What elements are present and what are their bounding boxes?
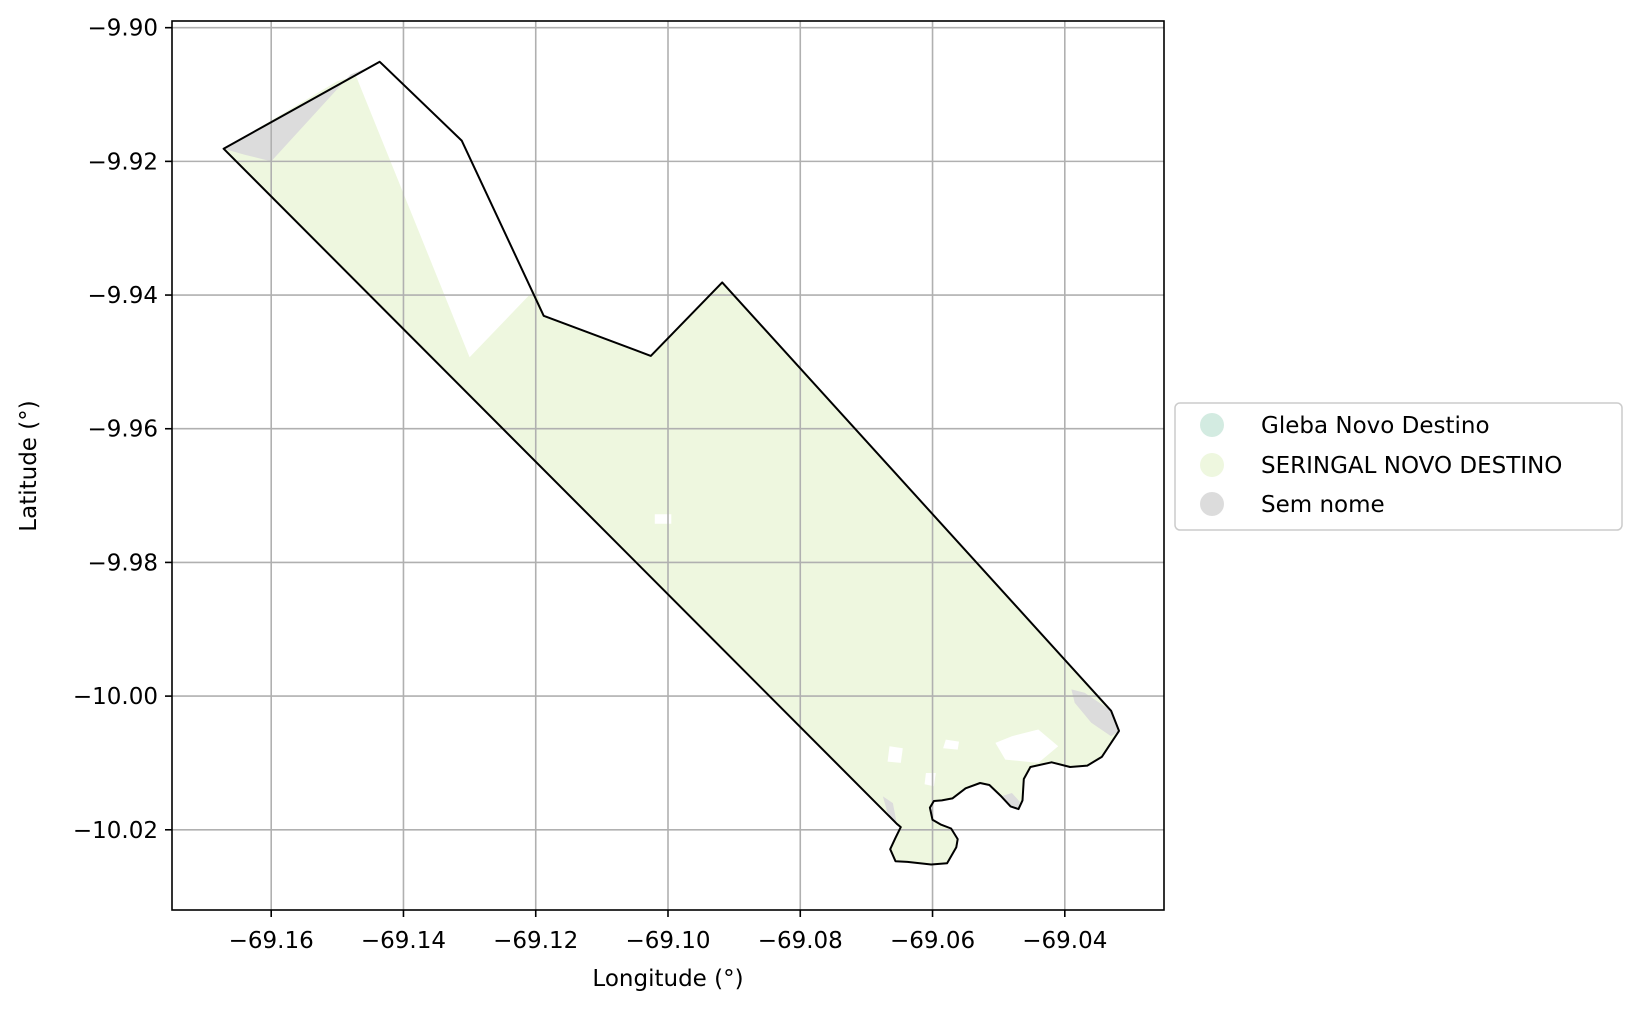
region-gap-1 [995,729,1059,763]
region-sem-nome-3 [882,796,897,824]
legend-marker-gleba-novo-destino [1200,413,1224,437]
legend-marker-seringal-novo-destino [1200,453,1224,477]
x-tick-label-5: −69.06 [890,928,975,954]
x-tick-label-0: −69.16 [229,928,314,954]
regions-layer [223,65,1120,865]
y-tick-label-5: −10.00 [73,684,158,710]
y-axis-label: Latitude (°) [16,400,42,531]
region-gap-0 [654,514,672,524]
region-sem-nome-1 [1071,689,1119,737]
x-axis-ticks: −69.16 −69.14 −69.12 −69.10 −69.08 −69.06 −69.… [229,910,1107,954]
region-gap-2 [943,739,959,750]
region-sem-nome-0 [223,65,374,162]
x-tick-label-1: −69.14 [361,928,446,954]
x-axis-label: Longitude (°) [592,966,743,992]
y-tick-label-0: −9.90 [88,16,158,42]
x-tick-label-2: −69.12 [493,928,578,954]
y-tick-label-1: −9.92 [88,149,158,175]
y-tick-label-4: −9.98 [88,550,158,576]
legend-frame [1174,402,1623,531]
region-sem-nome-2 [1001,793,1020,810]
legend-marker-sem-nome [1200,492,1224,516]
legend: Gleba Novo Destino SERINGAL NOVO DESTINO… [1174,402,1623,531]
x-tick-label-3: −69.10 [625,928,710,954]
region-seringal-novo-destino-0 [223,75,1120,865]
legend-label-sem-nome: Sem nome [1261,492,1385,518]
y-tick-label-2: −9.94 [88,283,158,309]
x-tick-label-6: −69.04 [1022,928,1107,954]
grid-layer [172,21,1164,910]
y-tick-label-6: −10.02 [73,818,158,844]
x-tick-label-4: −69.08 [758,928,843,954]
outline-layer [222,60,1120,866]
y-axis-ticks: −9.90 −9.92 −9.94 −9.96 −9.98 −10.00 −10.02 [73,16,172,844]
legend-label-gleba-novo-destino: Gleba Novo Destino [1261,413,1490,439]
y-tick-label-3: −9.96 [88,417,158,443]
region-gap-3 [887,746,903,763]
boundary-outline [222,60,1120,866]
holes-layer [654,514,1059,787]
region-gap-4 [924,773,936,787]
legend-label-seringal-novo-destino: SERINGAL NOVO DESTINO [1261,453,1562,479]
